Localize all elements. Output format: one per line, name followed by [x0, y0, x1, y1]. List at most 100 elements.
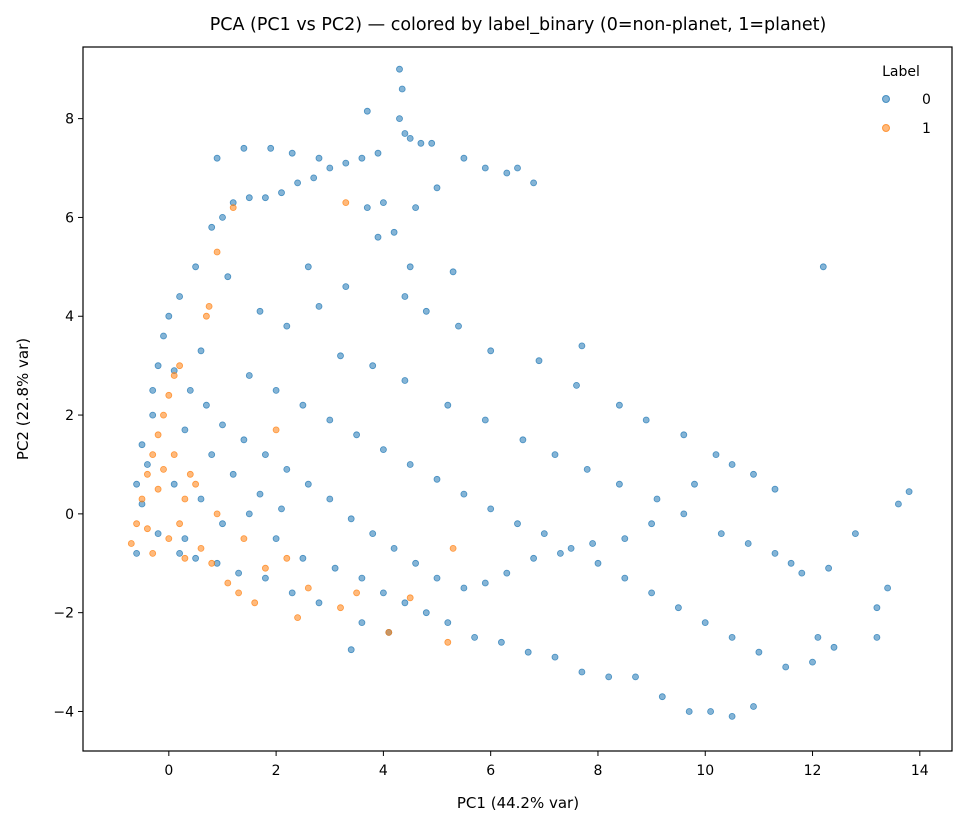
scatter-point-series-0-104 [460, 584, 468, 592]
scatter-point-series-0-132 [621, 574, 629, 582]
scatter-point-series-1-42 [181, 554, 189, 562]
scatter-point-series-0-93 [235, 569, 243, 577]
scatter-point-series-0-140 [283, 322, 291, 330]
scatter-point-series-0-155 [616, 480, 623, 488]
scatter-point-series-0-154 [583, 465, 591, 473]
scatter-point-series-1-35 [337, 604, 344, 612]
scatter-point-series-0-92 [261, 574, 269, 582]
scatter-point-series-0-32 [288, 149, 296, 157]
scatter-point-series-0-78 [632, 673, 639, 681]
scatter-point-series-0-174 [133, 480, 141, 488]
scatter-point-series-0-43 [374, 233, 382, 241]
scatter-point-series-0-13 [261, 194, 269, 202]
scatter-point-series-0-143 [304, 263, 312, 271]
scatter-point-series-0-166 [219, 520, 226, 528]
scatter-point-series-0-178 [181, 426, 189, 434]
scatter-point-series-1-3 [143, 470, 151, 478]
legend: Label 0 1 [882, 64, 931, 137]
scatter-point-series-0-6 [165, 312, 173, 320]
scatter-point-series-1-17 [143, 525, 151, 533]
y-axis-label: PC2 (22.8% var) [14, 338, 32, 460]
scatter-point-series-1-21 [235, 589, 243, 597]
scatter-point-series-0-90 [315, 599, 323, 607]
scatter-point-series-0-121 [326, 416, 334, 424]
scatter-point-series-1-41 [283, 554, 291, 562]
scatter-point-series-0-57 [712, 451, 720, 459]
scatter-point-series-1-25 [205, 302, 213, 310]
scatter-point-series-0-60 [750, 470, 757, 478]
scatter-point-series-0-115 [219, 421, 226, 429]
scatter-point-series-0-128 [514, 520, 521, 528]
scatter-point-series-1-40 [261, 564, 269, 572]
scatter-point-series-0-84 [471, 634, 479, 641]
y-tick-label-1: −2 [53, 606, 74, 622]
scatter-point-series-1-28 [229, 204, 237, 212]
scatter-point-series-0-162 [181, 535, 189, 542]
scatter-point-series-0-107 [390, 545, 398, 552]
scatter-point-series-0-125 [433, 475, 441, 483]
legend-label-0: 0 [922, 92, 931, 108]
x-axis-ticks: 0 2 4 6 8 10 12 14 [164, 751, 929, 779]
scatter-point-series-0-119 [272, 386, 280, 394]
legend-marker-0 [882, 95, 890, 103]
scatter-point-series-0-96 [176, 550, 184, 557]
legend-marker-1 [882, 124, 890, 132]
scatter-point-series-0-127 [487, 505, 495, 513]
scatter-point-series-1-16 [154, 485, 162, 493]
scatter-point-series-0-35 [481, 164, 489, 172]
scatter-point-series-0-59 [691, 480, 698, 488]
scatter-point-series-1-1 [133, 520, 141, 528]
scatter-point-series-1-18 [197, 545, 205, 552]
scatter-point-series-0-51 [535, 357, 543, 365]
scatter-point-series-0-36 [503, 169, 511, 177]
scatter-point-series-0-49 [455, 322, 462, 330]
plot-frame [82, 46, 953, 752]
scatter-point-series-0-130 [567, 545, 575, 552]
scatter-point-series-0-158 [717, 530, 725, 537]
y-tick-label-3: 2 [65, 408, 74, 424]
scatter-point-series-0-141 [315, 302, 323, 310]
scatter-point-series-0-151 [481, 416, 489, 424]
scatter-point-series-1-8 [170, 372, 178, 379]
scatter-point-series-0-122 [353, 431, 361, 439]
scatter-point-series-0-5 [160, 332, 167, 340]
scatter-point-series-0-62 [819, 263, 827, 271]
scatter-point-series-0-156 [653, 495, 661, 503]
scatter-point-series-0-147 [337, 352, 344, 360]
scatter-point-series-1-15 [170, 451, 178, 459]
x-tick-label-3: 6 [486, 763, 495, 779]
scatter-point-series-1-7 [165, 391, 173, 399]
scatter-point-series-0-117 [186, 386, 194, 394]
legend-label-1: 1 [922, 121, 931, 137]
scatter-point-series-0-69 [830, 643, 838, 651]
scatter-point-series-0-16 [310, 174, 318, 182]
scatter-point-series-0-54 [616, 401, 623, 409]
scatter-point-series-1-27 [213, 248, 221, 256]
scatter-point-series-0-129 [540, 530, 548, 537]
scatter-point-series-0-138 [782, 663, 790, 671]
scatter-point-series-0-167 [245, 510, 253, 518]
scatter-point-series-0-137 [755, 648, 763, 656]
scatter-point-series-0-118 [245, 372, 253, 379]
scatter-point-series-1-23 [294, 614, 302, 621]
scatter-point-series-1-29 [272, 426, 280, 434]
x-tick-label-6: 12 [804, 763, 822, 779]
scatter-point-series-0-58 [728, 461, 736, 468]
scatter-point-series-0-19 [358, 154, 366, 162]
scatter-point-series-0-80 [578, 668, 586, 676]
scatter-point-series-0-172 [379, 589, 387, 597]
scatter-point-series-0-24 [401, 130, 409, 137]
scatter-point-series-0-98 [621, 535, 629, 542]
scatter-point-series-1-2 [138, 495, 146, 503]
scatter-point-series-0-181 [256, 490, 264, 498]
scatter-point-series-0-171 [358, 574, 366, 582]
scatter-point-series-0-160 [787, 559, 795, 567]
scatter-point-series-0-149 [401, 377, 409, 384]
scatter-point-series-0-72 [771, 550, 779, 557]
scatter-point-series-0-150 [444, 401, 452, 409]
scatter-point-series-0-41 [379, 199, 387, 207]
scatter-point-series-1-43 [160, 465, 167, 473]
scatter-point-series-0-21 [396, 65, 403, 73]
plot-points [127, 65, 913, 720]
scatter-point-series-0-169 [299, 554, 307, 562]
